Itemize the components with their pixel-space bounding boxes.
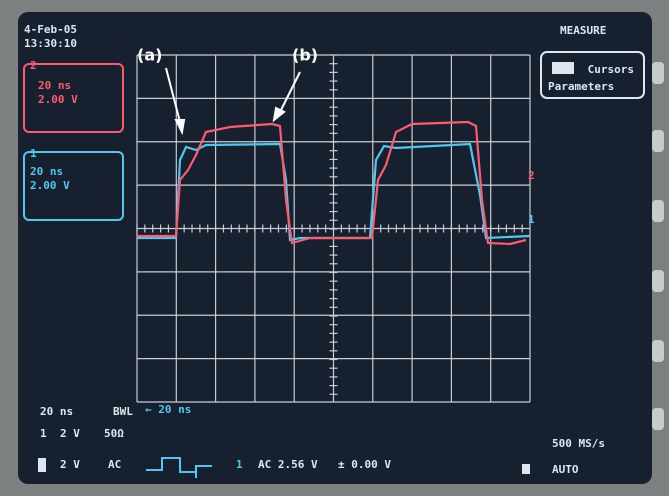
date: 4-Feb-05 xyxy=(24,23,77,36)
ch2-icon xyxy=(38,458,46,472)
trigger-offset: ± 0.00 V xyxy=(338,458,391,471)
channel-scale: 2.00 V xyxy=(38,93,78,106)
row2-coupling: AC xyxy=(108,458,121,471)
annotation: (a) xyxy=(137,46,162,65)
button-icon xyxy=(552,62,574,74)
channel-scale: 2.00 V xyxy=(30,179,70,192)
acquisition-mode: AUTO xyxy=(552,463,579,476)
button-label[interactable]: Parameters xyxy=(548,80,614,93)
trace-marker: 1 xyxy=(528,213,535,226)
delay: ← 20 ns xyxy=(145,403,191,416)
menu-title: MEASURE xyxy=(560,24,606,37)
oscilloscope-photo: 4-Feb-05 13:30:10 MEASURE Cursors Parame… xyxy=(0,0,669,496)
mode-icon xyxy=(522,464,530,474)
channel-timebase: 20 ns xyxy=(30,165,63,178)
timebase: 20 ns xyxy=(40,405,73,418)
row2-scale: 2 V xyxy=(60,458,80,471)
bwl: BWL xyxy=(113,405,133,418)
trace-marker: 2 xyxy=(528,169,535,182)
trigger-source: 1 xyxy=(236,458,243,471)
channel-number: 1 xyxy=(30,147,37,160)
sample-rate: 500 MS/s xyxy=(552,437,605,450)
row1-scale: 2 V xyxy=(60,427,80,440)
annotation: (b) xyxy=(292,46,318,65)
button-label[interactable]: Cursors xyxy=(588,63,634,76)
trigger-level: AC 2.56 V xyxy=(258,458,318,471)
time: 13:30:10 xyxy=(24,37,77,50)
row1-channel: 1 xyxy=(40,427,47,440)
row1-coupling: 50Ω xyxy=(104,427,124,440)
channel-number: 2 xyxy=(30,59,37,72)
channel-timebase: 20 ns xyxy=(38,79,71,92)
